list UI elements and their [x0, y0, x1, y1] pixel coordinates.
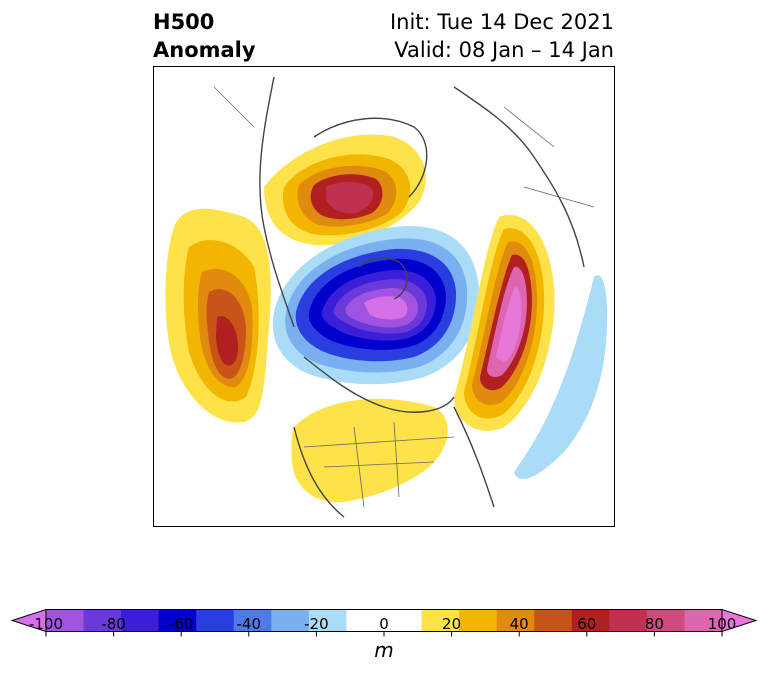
colorbar-tick-label: -20: [304, 615, 329, 633]
colorbar-tick-label: 0: [379, 615, 389, 633]
colorbar-segment: [609, 609, 648, 632]
colorbar-tick-label: 100: [707, 615, 737, 633]
coastlines: [259, 76, 585, 518]
colorbar-segment: [83, 609, 122, 632]
colorbar-segment: [496, 609, 535, 632]
positive-anomaly-europe-atlantic: [454, 214, 555, 431]
colorbar-segment: [308, 609, 347, 632]
colorbar-segment: [121, 609, 160, 632]
colorbar-tick-label: -60: [168, 615, 194, 633]
colorbar-segment: [571, 609, 610, 632]
colorbar-segment: [196, 609, 235, 632]
map-panel: [153, 66, 615, 527]
negative-anomaly-central-atlantic: [514, 275, 608, 480]
map-dates: Init: Tue 14 Dec 2021 Valid: 08 Jan – 14…: [390, 8, 614, 64]
colorbar-segment: [233, 609, 272, 632]
negative-anomaly-arctic-siberia: [272, 225, 480, 385]
positive-anomaly-greenland-canada: [264, 134, 426, 246]
colorbar-segment: [271, 609, 310, 632]
colorbar-tick-label: 80: [644, 615, 664, 633]
colorbar-segment: [46, 609, 85, 632]
colorbar-segment: [346, 609, 385, 632]
colorbar-tick-label: 40: [509, 615, 529, 633]
colorbar-segment: [646, 609, 685, 632]
positive-anomaly-continental-us: [291, 398, 448, 503]
colorbar-tick-label: -80: [101, 615, 126, 633]
units-label: m: [374, 638, 394, 662]
colorbar-tick-label: -100: [28, 615, 64, 633]
colorbar-segment: [684, 609, 723, 632]
colorbar: [10, 608, 758, 637]
colorbar-segment: [158, 609, 197, 632]
anomaly-map: [165, 76, 608, 518]
title-field: Anomaly: [153, 38, 256, 62]
colorbar-segment: [459, 609, 498, 632]
map-title: H500 Anomaly: [153, 8, 256, 64]
init-date: Init: Tue 14 Dec 2021: [389, 10, 614, 34]
colorbar-segment: [384, 609, 423, 632]
title-variable: H500: [153, 10, 215, 34]
colorbar-tick-label: 60: [577, 615, 597, 633]
colorbar-segment: [421, 609, 460, 632]
country-borders: [213, 86, 595, 508]
positive-anomaly-north-pacific: [165, 208, 271, 423]
valid-range: Valid: 08 Jan – 14 Jan: [394, 38, 614, 62]
colorbar-tick-label: -40: [236, 615, 262, 633]
colorbar-tick-label: 20: [442, 615, 462, 633]
colorbar-segment: [534, 609, 573, 632]
